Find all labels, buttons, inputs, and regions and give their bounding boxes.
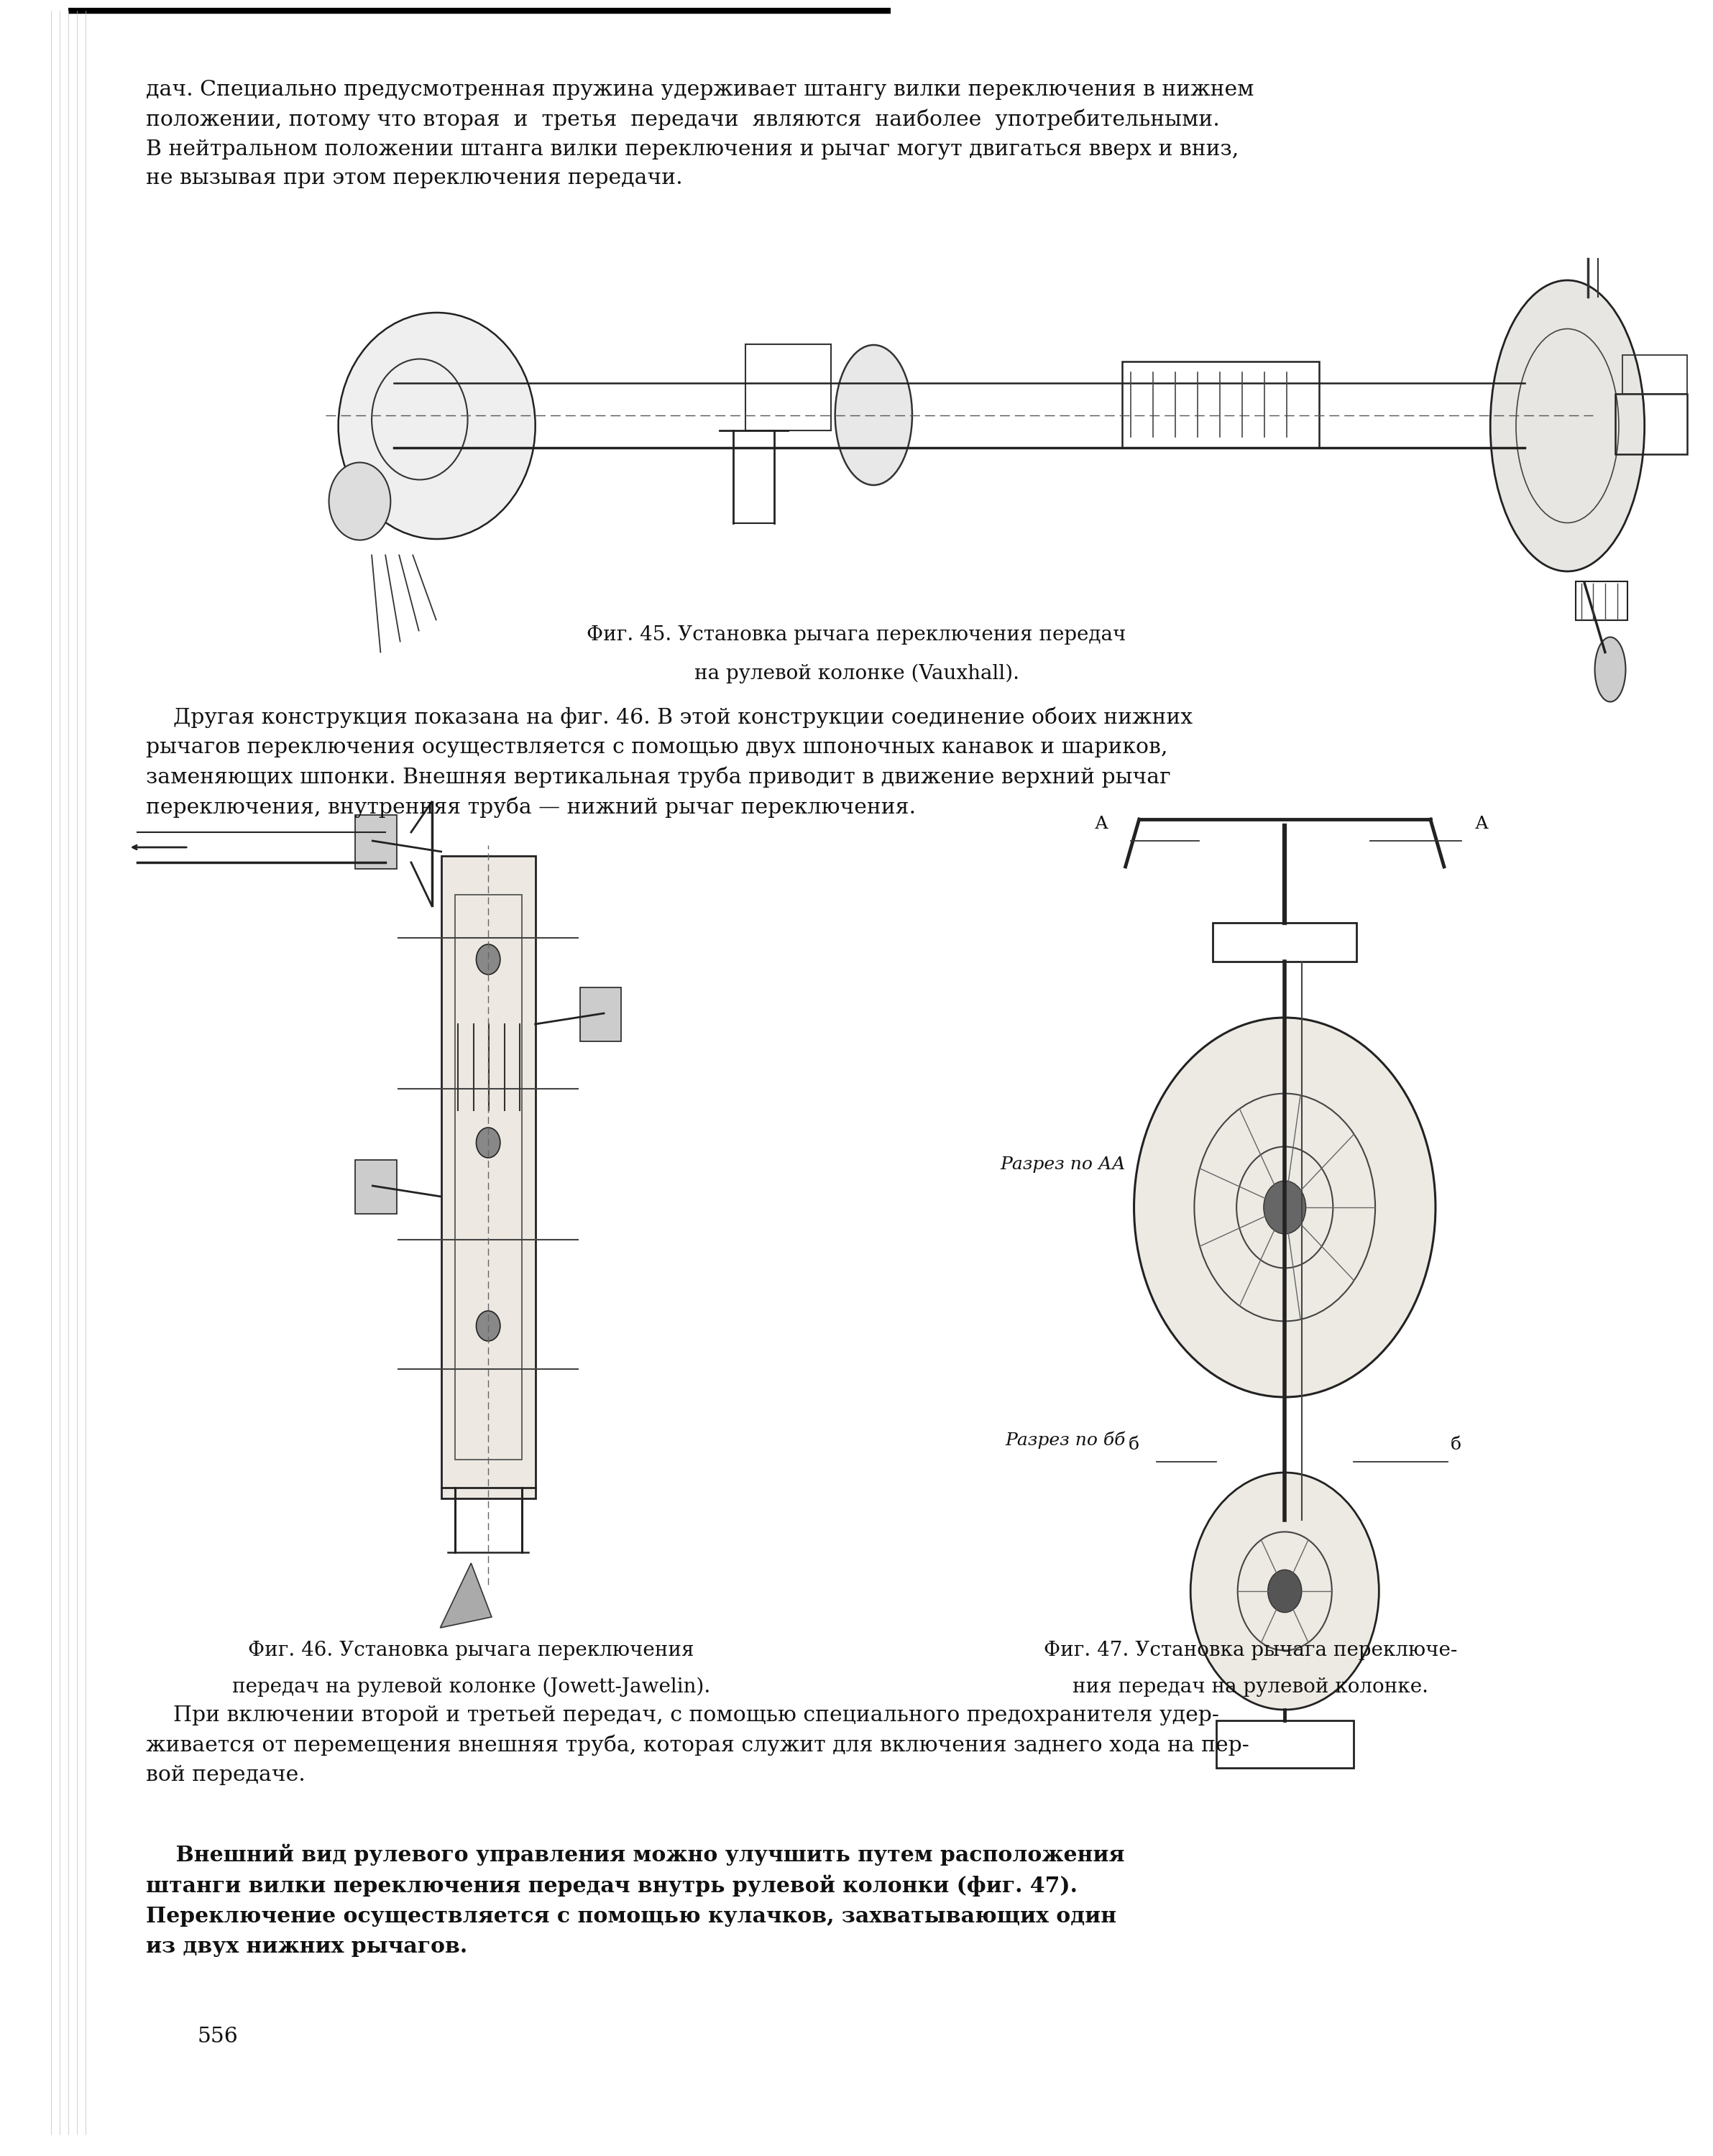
Ellipse shape — [1595, 638, 1626, 703]
Text: Фиг. 47. Установка рычага переключе-: Фиг. 47. Установка рычага переключе- — [1043, 1641, 1458, 1660]
FancyBboxPatch shape — [356, 1160, 396, 1214]
Ellipse shape — [834, 345, 911, 485]
Circle shape — [1191, 1473, 1379, 1710]
Text: б: б — [1129, 1436, 1139, 1453]
FancyBboxPatch shape — [579, 987, 622, 1041]
Circle shape — [476, 1311, 500, 1341]
Text: Фиг. 45. Установка рычага переключения передач: Фиг. 45. Установка рычага переключения п… — [588, 625, 1125, 645]
Circle shape — [476, 1128, 500, 1158]
FancyBboxPatch shape — [442, 856, 534, 1498]
Circle shape — [329, 464, 391, 541]
Text: Фиг. 46. Установка рычага переключения: Фиг. 46. Установка рычага переключения — [248, 1641, 694, 1660]
Polygon shape — [440, 1563, 492, 1628]
Circle shape — [1264, 1181, 1305, 1233]
FancyBboxPatch shape — [356, 815, 396, 869]
Text: А: А — [1475, 815, 1489, 832]
Text: б: б — [1451, 1436, 1461, 1453]
Ellipse shape — [337, 313, 534, 539]
Circle shape — [476, 944, 500, 975]
Ellipse shape — [1490, 280, 1644, 571]
Text: А: А — [1095, 815, 1108, 832]
Circle shape — [1134, 1018, 1435, 1397]
Text: 556: 556 — [197, 2027, 238, 2046]
Text: передач на рулевой колонке (Jowett-Jawelin).: передач на рулевой колонке (Jowett-Jawel… — [231, 1677, 711, 1697]
Text: на рулевой колонке (Vauxhall).: на рулевой колонке (Vauxhall). — [694, 664, 1019, 683]
Text: При включении второй и третьей передач, с помощью специального предохранителя уд: При включении второй и третьей передач, … — [146, 1705, 1249, 1785]
Text: Внешний вид рулевого управления можно улучшить путем расположения
штанги вилки п: Внешний вид рулевого управления можно ул… — [146, 1843, 1124, 1958]
Text: Разрез по АА: Разрез по АА — [1000, 1156, 1125, 1173]
Text: Другая конструкция показана на фиг. 46. В этой конструкции соединение обоих нижн: Другая конструкция показана на фиг. 46. … — [146, 707, 1192, 817]
Circle shape — [1268, 1570, 1302, 1613]
Text: Разрез по бб: Разрез по бб — [1006, 1432, 1125, 1449]
Text: ния передач на рулевой колонке.: ния передач на рулевой колонке. — [1072, 1677, 1429, 1697]
Text: дач. Специально предусмотренная пружина удерживает штангу вилки переключения в н: дач. Специально предусмотренная пружина … — [146, 80, 1254, 188]
